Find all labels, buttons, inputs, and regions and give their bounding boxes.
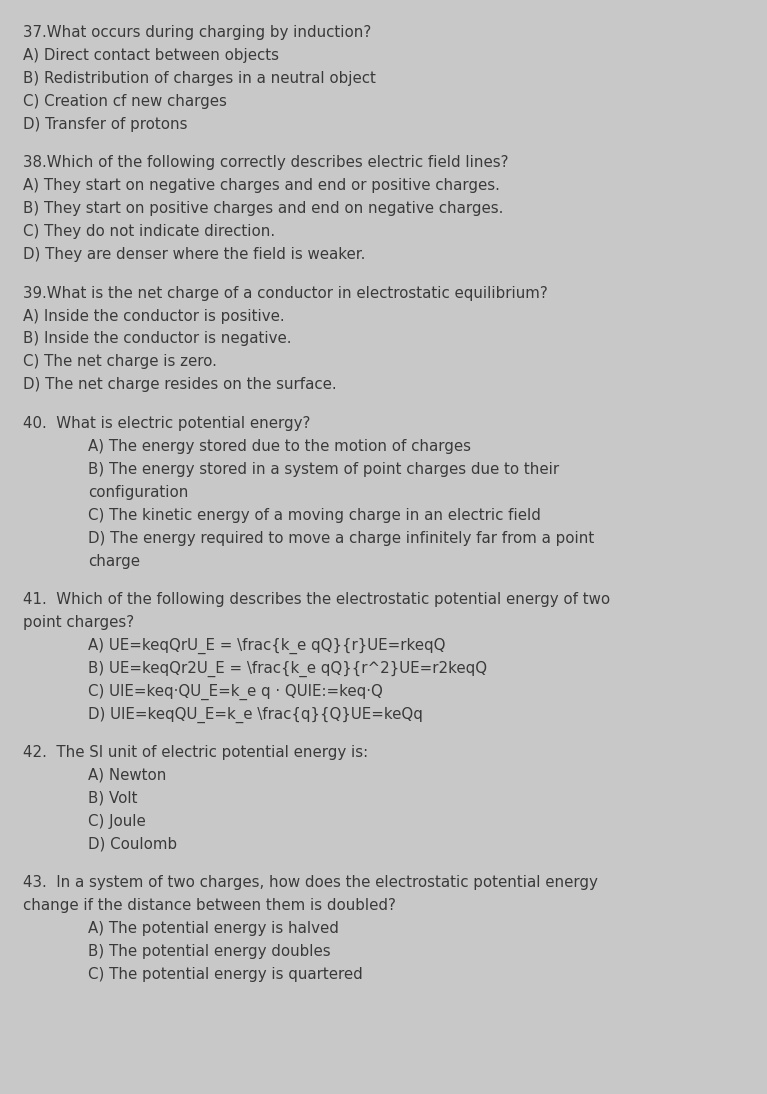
Text: C) UIE=keq·QU_E=k_e q · QUIE:=keq·Q: C) UIE=keq·QU_E=k_e q · QUIE:=keq·Q: [88, 684, 383, 700]
Text: C) The kinetic energy of a moving charge in an electric field: C) The kinetic energy of a moving charge…: [88, 508, 541, 523]
Text: A) The potential energy is halved: A) The potential energy is halved: [88, 921, 339, 936]
Text: D) Coulomb: D) Coulomb: [88, 837, 177, 852]
Text: D) The energy required to move a charge infinitely far from a point: D) The energy required to move a charge …: [88, 531, 594, 546]
Text: 41.  Which of the following describes the electrostatic potential energy of two: 41. Which of the following describes the…: [23, 592, 610, 607]
Text: C) Joule: C) Joule: [88, 814, 146, 829]
Text: A) UE=keqQrU_E = \frac{k_e qQ}{r}UE=rkeqQ: A) UE=keqQrU_E = \frac{k_e qQ}{r}UE=rkeq…: [88, 638, 446, 654]
Text: C) They do not indicate direction.: C) They do not indicate direction.: [23, 224, 275, 240]
Text: C) Creation cf new charges: C) Creation cf new charges: [23, 94, 227, 109]
Text: point charges?: point charges?: [23, 615, 134, 630]
Text: A) Newton: A) Newton: [88, 768, 166, 783]
Text: 38.Which of the following correctly describes electric field lines?: 38.Which of the following correctly desc…: [23, 155, 509, 171]
Text: B) Inside the conductor is negative.: B) Inside the conductor is negative.: [23, 331, 291, 347]
Text: D) UIE=keqQU_E=k_e \frac{q}{Q}UE=keQq: D) UIE=keqQU_E=k_e \frac{q}{Q}UE=keQq: [88, 707, 423, 723]
Text: B) The energy stored in a system of point charges due to their: B) The energy stored in a system of poin…: [88, 462, 559, 477]
Text: A) They start on negative charges and end or positive charges.: A) They start on negative charges and en…: [23, 178, 500, 194]
Text: change if the distance between them is doubled?: change if the distance between them is d…: [23, 898, 396, 913]
Text: B) The potential energy doubles: B) The potential energy doubles: [88, 944, 331, 959]
Text: A) The energy stored due to the motion of charges: A) The energy stored due to the motion o…: [88, 439, 471, 454]
Text: D) They are denser where the field is weaker.: D) They are denser where the field is we…: [23, 247, 365, 263]
Text: A) Inside the conductor is positive.: A) Inside the conductor is positive.: [23, 309, 285, 324]
Text: B) UE=keqQr2U_E = \frac{k_e qQ}{r^2}UE=r2keqQ: B) UE=keqQr2U_E = \frac{k_e qQ}{r^2}UE=r…: [88, 661, 487, 677]
Text: D) Transfer of protons: D) Transfer of protons: [23, 117, 187, 132]
Text: B) They start on positive charges and end on negative charges.: B) They start on positive charges and en…: [23, 201, 503, 217]
Text: C) The net charge is zero.: C) The net charge is zero.: [23, 354, 217, 370]
Text: 37.What occurs during charging by induction?: 37.What occurs during charging by induct…: [23, 25, 371, 40]
Text: 40.  What is electric potential energy?: 40. What is electric potential energy?: [23, 416, 311, 431]
Text: 43.  In a system of two charges, how does the electrostatic potential energy: 43. In a system of two charges, how does…: [23, 875, 598, 891]
Text: B) Redistribution of charges in a neutral object: B) Redistribution of charges in a neutra…: [23, 71, 376, 86]
Text: 42.  The SI unit of electric potential energy is:: 42. The SI unit of electric potential en…: [23, 745, 368, 760]
Text: A) Direct contact between objects: A) Direct contact between objects: [23, 48, 279, 63]
Text: B) Volt: B) Volt: [88, 791, 138, 806]
Text: C) The potential energy is quartered: C) The potential energy is quartered: [88, 967, 363, 982]
Text: charge: charge: [88, 554, 140, 569]
Text: 39.What is the net charge of a conductor in electrostatic equilibrium?: 39.What is the net charge of a conductor…: [23, 286, 548, 301]
Text: configuration: configuration: [88, 485, 189, 500]
Text: D) The net charge resides on the surface.: D) The net charge resides on the surface…: [23, 377, 337, 393]
